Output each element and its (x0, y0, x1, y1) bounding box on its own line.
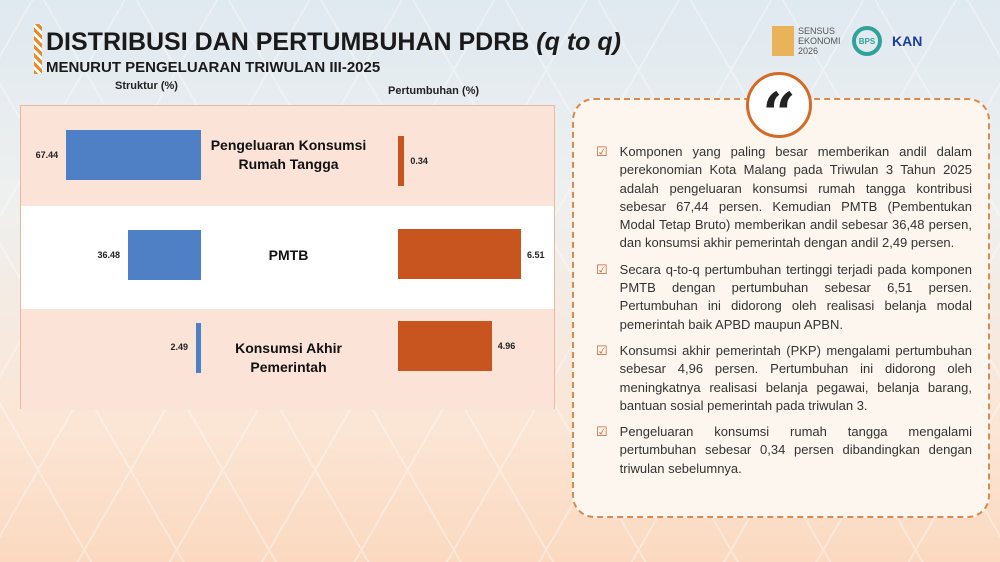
point-text: Komponen yang paling besar memberikan an… (619, 144, 972, 251)
summary-point: ☑ Secara q-to-q pertumbuhan tertinggi ter… (596, 261, 972, 334)
pertumbuhan-value-label: 6.51 (527, 250, 545, 260)
page-title: DISTRIBUSI DAN PERTUMBUHAN PDRB (q to q) (46, 28, 621, 56)
pertumbuhan-header: Pertumbuhan (%) (388, 85, 480, 97)
chart-row: Konsumsi Akhir Pemerintah 2.49 4.96 (21, 309, 554, 410)
struktur-bar (196, 323, 201, 373)
summary-points: ☑ Komponen yang paling besar memberikan a… (596, 143, 972, 486)
summary-point: ☑ Pengeluaran konsumsi rumah tangga menga… (596, 423, 972, 478)
chart-row: Pengeluaran Konsumsi Rumah Tangga 67.44 0.… (21, 106, 554, 206)
summary-point: ☑ Konsumsi akhir pemerintah (PKP) mengala… (596, 342, 972, 415)
point-text: Secara q-to-q pertumbuhan tertinggi terj… (619, 261, 972, 332)
struktur-bar (66, 130, 201, 180)
point-text: Pengeluaran konsumsi rumah tangga mengal… (619, 424, 972, 476)
category-label: PMTB (268, 247, 309, 263)
checkbox-icon: ☑ (596, 261, 608, 277)
title-accent (34, 24, 42, 74)
pertumbuhan-value-label: 4.96 (497, 341, 516, 351)
struktur-value-label: 67.44 (35, 150, 59, 160)
struktur-header: Struktur (%) (115, 80, 178, 92)
struktur-value-label: 2.49 (170, 342, 189, 352)
summary-point: ☑ Komponen yang paling besar memberikan a… (596, 143, 972, 253)
quote-icon: “ (746, 72, 812, 148)
pertumbuhan-value-label: 0.34 (410, 156, 428, 166)
checkbox-icon: ☑ (596, 342, 608, 358)
page-subtitle: MENURUT PENGELUARAN TRIWULAN III-2025 (46, 59, 381, 76)
pertumbuhan-bar (398, 321, 492, 371)
chart-row: PMTB 36.48 6.51 (21, 206, 554, 309)
checkbox-icon: ☑ (596, 144, 608, 159)
category-label: Konsumsi Akhir Pemerintah (235, 340, 342, 375)
category-label: Pengeluaran Konsumsi Rumah Tangga (210, 137, 367, 172)
pertumbuhan-bar (398, 136, 405, 186)
logos: SENSUS EKONOMI 2026 BPS KAN (772, 26, 922, 56)
chart-panel: Pengeluaran Konsumsi Rumah Tangga 67.44 0.… (20, 105, 555, 410)
struktur-bar (128, 230, 201, 280)
summary-card (572, 98, 990, 518)
checkbox-icon: ☑ (596, 424, 608, 440)
pertumbuhan-bar (398, 229, 522, 279)
point-text: Konsumsi akhir pemerintah (PKP) mengalam… (619, 342, 972, 413)
struktur-value-label: 36.48 (97, 250, 121, 260)
kan-logo: KAN (892, 33, 923, 49)
sensus-logo: SENSUS EKONOMI 2026 (772, 26, 842, 56)
circle-logo: BPS (852, 26, 882, 56)
